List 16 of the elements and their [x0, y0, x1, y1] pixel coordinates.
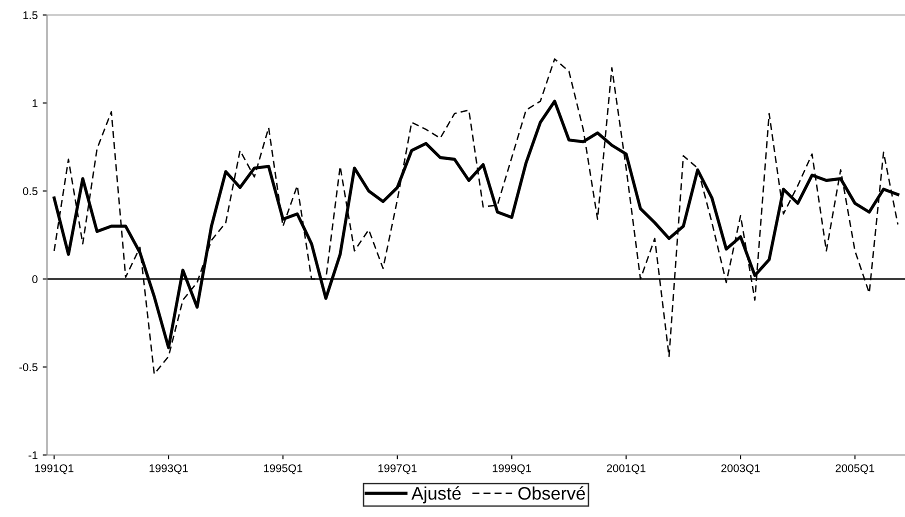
y-tick-label: -1: [28, 451, 38, 460]
y-tick-label: 1.5: [23, 11, 38, 20]
y-tick-label: 1: [32, 99, 38, 108]
x-tick-label: 1995Q1: [264, 464, 302, 474]
x-tick-label: 1993Q1: [150, 464, 188, 474]
y-tick-label: -0.5: [19, 363, 38, 372]
x-tick-label: 1997Q1: [378, 464, 417, 474]
legend-label: Observé: [518, 486, 585, 500]
x-tick-label: 1999Q1: [492, 464, 531, 474]
x-tick-label: 2001Q1: [606, 464, 646, 474]
y-tick-label: 0.5: [22, 187, 38, 196]
y-tick-label: 0: [32, 275, 38, 284]
legend-label: Ajusté: [411, 486, 461, 504]
x-tick-label: 1991Q1: [35, 464, 74, 474]
x-tick-label: 2005Q1: [836, 464, 874, 474]
x-tick-label: 2003Q1: [721, 464, 760, 474]
